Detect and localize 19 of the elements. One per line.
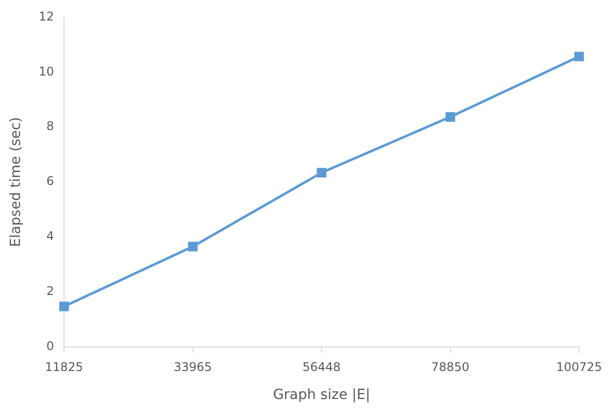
y-tick-label: 10: [38, 64, 54, 78]
y-tick-label: 2: [46, 284, 54, 298]
y-tick-label: 8: [46, 119, 54, 134]
point: [446, 112, 456, 122]
point: [188, 242, 198, 252]
y-tick-label: 12: [38, 9, 54, 24]
x-tick-label: 56448: [302, 360, 341, 374]
point: [59, 302, 69, 312]
x-tick-label: 100725: [556, 360, 602, 374]
x-tick-label: 78850: [431, 360, 470, 374]
point: [316, 168, 326, 178]
x-axis-title: Graph size |E|: [272, 387, 370, 404]
point: [574, 52, 584, 62]
y-tick-label: 0: [46, 338, 54, 353]
y-axis-title: Elapsed time (sec): [8, 116, 24, 248]
x-tick-label: 33965: [174, 360, 212, 374]
y-tick-label: 6: [46, 174, 54, 188]
x-tick-label: 11825: [44, 360, 84, 374]
y-tick-label: 4: [46, 229, 54, 244]
